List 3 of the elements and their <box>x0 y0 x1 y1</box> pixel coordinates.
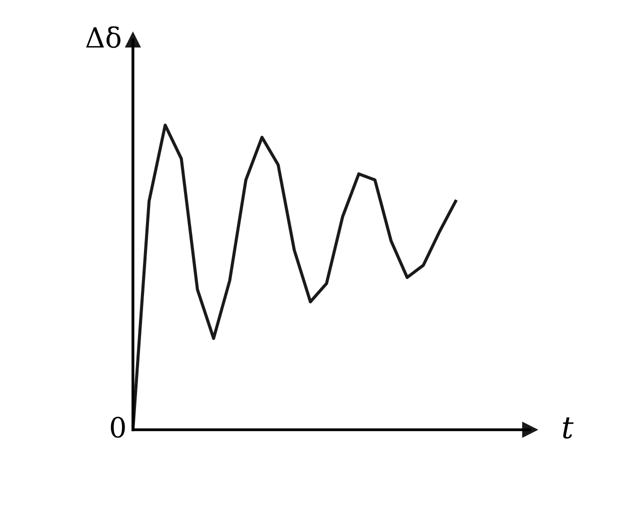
y-axis-title: Δδ <box>86 26 120 48</box>
x-axis-title: t <box>562 417 574 439</box>
annotation: 0 <box>110 416 125 438</box>
